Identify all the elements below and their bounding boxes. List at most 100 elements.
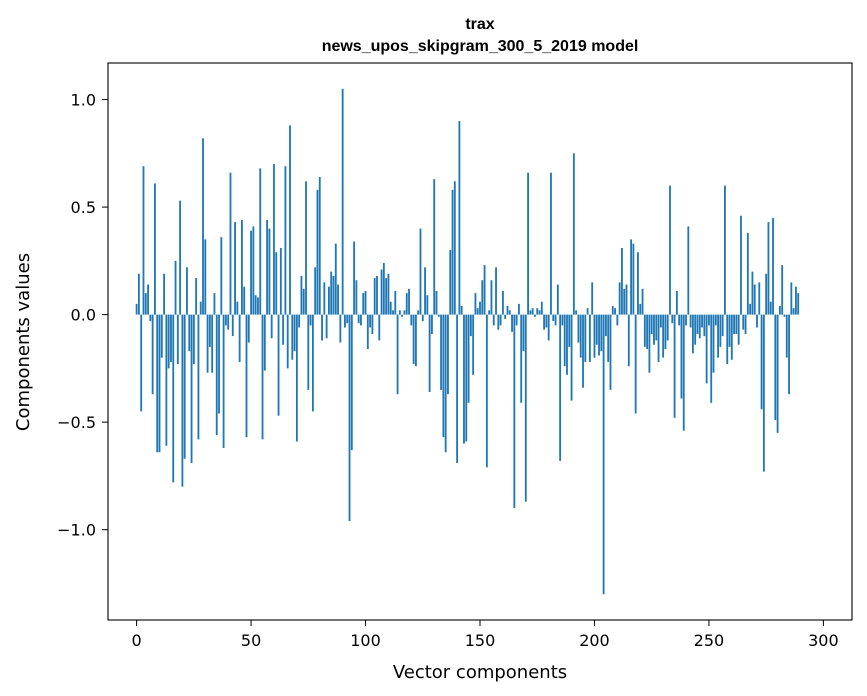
bar-139 — [453, 181, 456, 315]
bar-277 — [769, 301, 772, 315]
bar-249 — [705, 314, 708, 384]
bar-106 — [378, 314, 381, 341]
bar-213 — [623, 288, 626, 315]
bar-243 — [691, 314, 694, 354]
bar-89 — [339, 314, 342, 343]
bar-108 — [382, 263, 385, 315]
bar-46 — [241, 219, 243, 315]
bar-220 — [639, 303, 642, 315]
bar-266 — [744, 314, 747, 334]
x-tick-label: 250 — [694, 631, 725, 650]
bar-275 — [765, 273, 768, 315]
bar-247 — [701, 314, 703, 328]
bar-198 — [588, 314, 591, 362]
x-tick-label: 200 — [579, 631, 610, 650]
bar-244 — [694, 314, 697, 345]
bar-194 — [579, 314, 582, 358]
y-axis-label: Components values — [13, 253, 34, 431]
bar-96 — [355, 280, 358, 315]
bar-141 — [458, 121, 461, 315]
bar-53 — [257, 297, 259, 315]
bar-74 — [305, 181, 307, 315]
bar-254 — [717, 314, 719, 358]
bar-19 — [179, 200, 182, 315]
bar-155 — [490, 280, 493, 315]
x-axis-label: Vector components — [393, 662, 567, 683]
bar-78 — [314, 267, 317, 315]
bar-47 — [243, 286, 246, 315]
bar-207 — [609, 314, 612, 390]
bar-191 — [572, 153, 575, 315]
bar-72 — [300, 275, 303, 315]
bar-140 — [456, 314, 459, 464]
bar-202 — [598, 314, 600, 356]
bar-169 — [522, 314, 525, 352]
bar-262 — [735, 314, 738, 334]
bar-257 — [724, 185, 726, 315]
bar-55 — [261, 314, 264, 440]
bar-246 — [698, 314, 701, 339]
bar-series — [135, 88, 800, 595]
bar-81 — [321, 314, 323, 341]
bar-260 — [730, 314, 733, 360]
bar-200 — [593, 314, 596, 358]
bar-37 — [220, 237, 223, 315]
x-tick-label: 0 — [132, 631, 142, 650]
bar-232 — [666, 314, 669, 341]
bar-240 — [685, 314, 687, 326]
bar-80 — [318, 176, 321, 315]
chart-title-line1: trax — [465, 16, 494, 33]
bar-104 — [373, 278, 376, 315]
bar-150 — [479, 301, 481, 315]
bar-218 — [634, 314, 637, 414]
bar-179 — [545, 314, 548, 328]
bar-225 — [650, 314, 653, 334]
y-tick-label: −0.5 — [57, 413, 96, 432]
bar-40 — [227, 314, 230, 330]
bar-193 — [577, 314, 580, 343]
bar-84 — [328, 286, 330, 315]
bar-256 — [721, 314, 724, 337]
bar-267 — [746, 232, 749, 315]
bar-32 — [208, 314, 211, 347]
bar-227 — [655, 314, 658, 341]
bar-204 — [602, 314, 605, 595]
bar-24 — [190, 314, 193, 464]
bar-237 — [678, 314, 681, 326]
bar-209 — [614, 308, 616, 315]
bar-128 — [428, 314, 431, 393]
bar-142 — [460, 306, 463, 315]
bar-71 — [298, 314, 301, 328]
bar-241 — [687, 226, 690, 315]
bar-29 — [202, 138, 204, 315]
bar-51 — [252, 226, 255, 315]
bar-31 — [206, 314, 209, 373]
bar-49 — [247, 314, 250, 343]
bar-199 — [591, 282, 594, 315]
bar-59 — [270, 314, 273, 339]
bar-88 — [337, 284, 339, 315]
bar-235 — [673, 314, 676, 418]
bar-222 — [643, 314, 646, 347]
bar-43 — [234, 222, 236, 315]
bar-48 — [245, 314, 248, 438]
bar-44 — [236, 301, 239, 315]
bar-187 — [563, 314, 566, 367]
bar-276 — [767, 222, 770, 315]
bar-69 — [293, 314, 296, 352]
bar-273 — [760, 314, 763, 410]
bar-183 — [554, 314, 557, 326]
bar-91 — [344, 314, 346, 328]
bar-271 — [756, 314, 758, 328]
bar-38 — [222, 314, 225, 448]
bar-159 — [499, 314, 502, 326]
bar-5 — [147, 284, 149, 315]
bar-265 — [742, 314, 745, 330]
chart-title-line2: news_upos_skipgram_300_5_2019 model — [322, 38, 639, 55]
bar-20 — [181, 314, 184, 487]
bar-18 — [176, 314, 179, 365]
bar-82 — [323, 282, 326, 315]
bar-143 — [463, 314, 465, 444]
bar-255 — [719, 314, 722, 347]
bar-0 — [135, 303, 138, 315]
